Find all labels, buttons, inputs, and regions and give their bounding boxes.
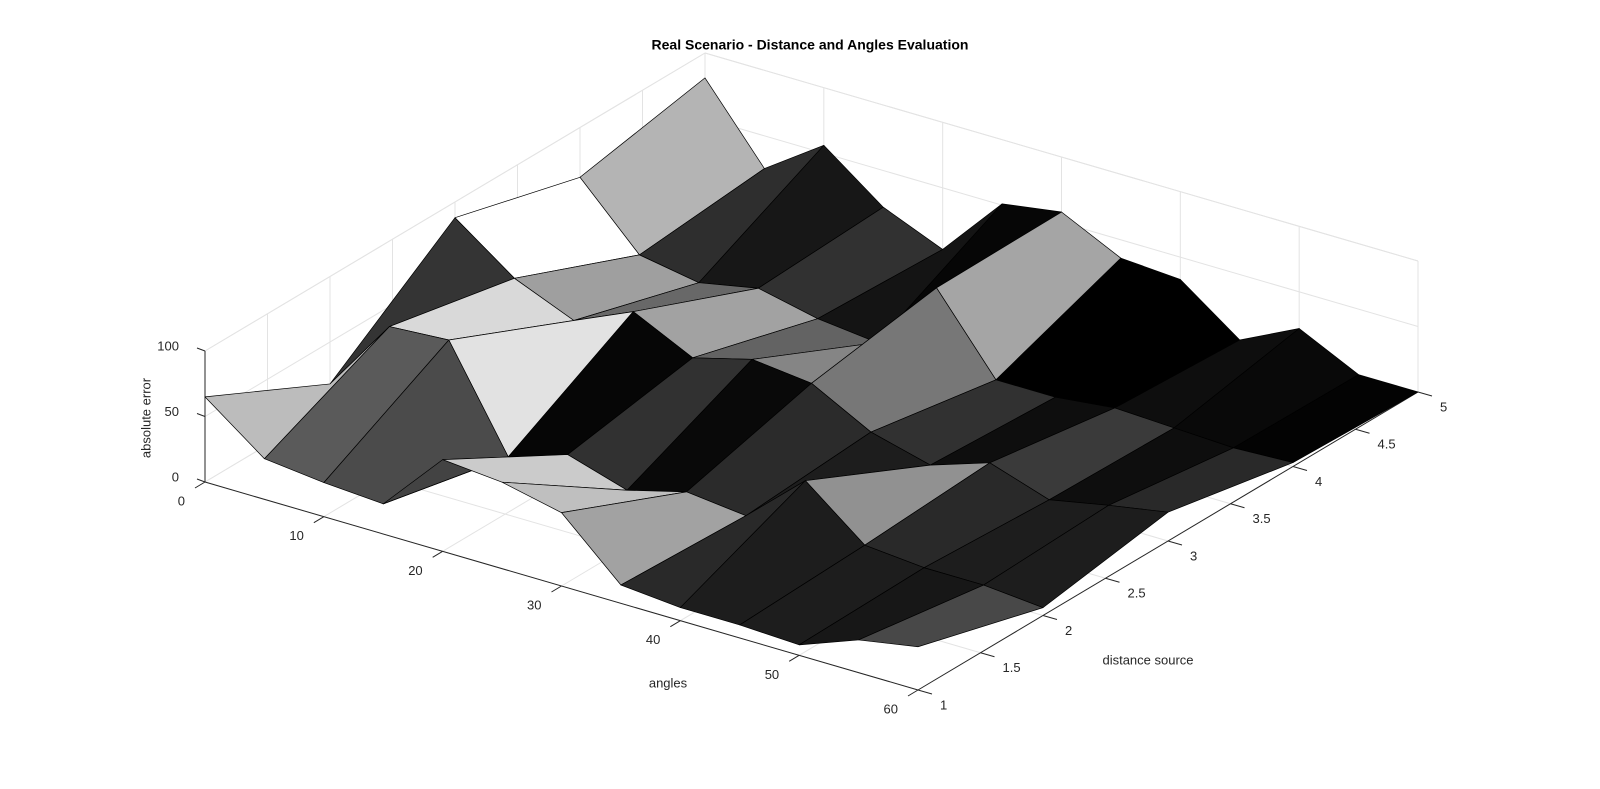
y-tick (1042, 615, 1058, 620)
y-tick-label: 3.5 (1253, 511, 1271, 526)
x-tick (432, 550, 443, 558)
y-tick-label: 1 (940, 697, 947, 712)
z-axis-label: absolute error (138, 377, 153, 458)
y-tick (1417, 391, 1433, 397)
x-tick (313, 516, 325, 524)
y-tick (980, 652, 995, 658)
y-tick-label: 4.5 (1378, 437, 1396, 452)
z-tick-label: 50 (165, 404, 179, 419)
y-tick-label: 4 (1315, 474, 1322, 489)
z-tick-label: 100 (157, 338, 179, 353)
y-tick (1105, 577, 1120, 583)
x-tick (551, 585, 562, 593)
z-tick (196, 478, 206, 483)
z-tick (196, 413, 206, 417)
chart-title: Real Scenario - Distance and Angles Eval… (652, 37, 969, 53)
x-axis-label: angles (649, 675, 688, 690)
x-tick (907, 689, 919, 697)
y-tick (1230, 503, 1245, 509)
z-tick-label: 0 (172, 469, 179, 484)
x-tick-label: 0 (178, 493, 185, 508)
grid-line (204, 52, 706, 352)
x-tick-label: 50 (765, 667, 779, 682)
y-tick (917, 689, 933, 695)
surface-face (858, 584, 1044, 648)
y-tick-label: 2 (1065, 623, 1072, 638)
grid-line (704, 52, 1419, 262)
y-tick-label: 3 (1190, 548, 1197, 563)
x-tick (788, 654, 800, 662)
y-tick-label: 2.5 (1128, 586, 1146, 601)
x-tick-label: 60 (884, 701, 898, 716)
x-tick (670, 620, 681, 628)
z-tick (196, 347, 206, 352)
y-axis-label: distance source (1102, 652, 1193, 667)
y-tick-label: 5 (1440, 399, 1447, 414)
x-tick-label: 10 (289, 528, 303, 543)
x-tick-label: 20 (408, 563, 422, 578)
y-tick (1292, 466, 1308, 471)
x-tick (194, 481, 206, 489)
y-tick-label: 1.5 (1003, 660, 1021, 675)
y-tick (1167, 540, 1183, 546)
x-tick-label: 30 (527, 597, 541, 612)
y-tick (1355, 428, 1370, 434)
x-tick-label: 40 (646, 632, 660, 647)
